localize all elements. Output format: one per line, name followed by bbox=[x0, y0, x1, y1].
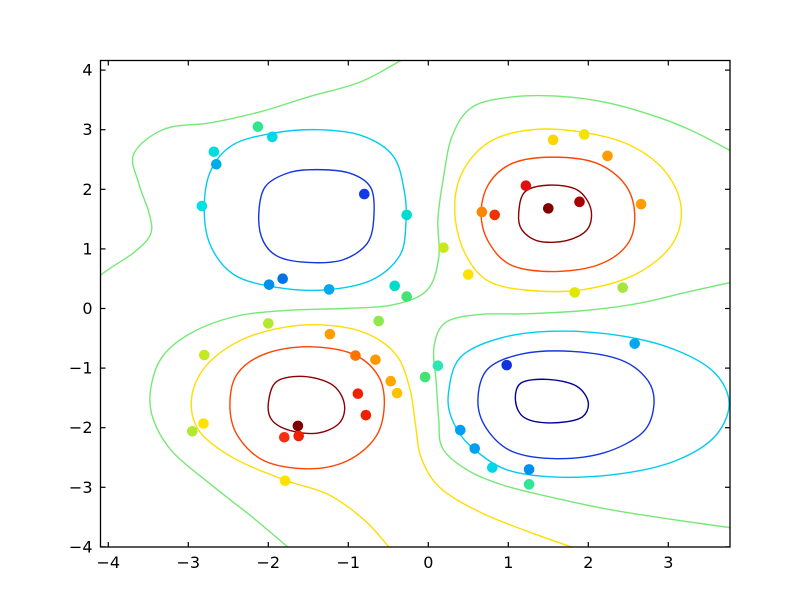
y-tick-label: 3 bbox=[82, 120, 92, 139]
scatter-point bbox=[277, 273, 289, 285]
scatter-point bbox=[574, 196, 585, 208]
contour-line-topleft-blue-ring bbox=[257, 168, 375, 264]
x-tick-label: 3 bbox=[663, 553, 673, 572]
scatter-point bbox=[391, 387, 403, 399]
x-tick-label: −2 bbox=[257, 553, 281, 572]
scatter-point bbox=[547, 134, 559, 146]
scatter-point bbox=[292, 420, 304, 432]
contour-line-zero-right bbox=[432, 281, 730, 529]
scatter-point bbox=[252, 121, 264, 133]
tick-marks bbox=[100, 60, 730, 548]
scatter-points bbox=[187, 121, 647, 490]
contour-line-topright-darkred-ring bbox=[517, 184, 593, 243]
scatter-point bbox=[279, 431, 290, 443]
scatter-point bbox=[401, 291, 413, 302]
scatter-point bbox=[476, 206, 488, 218]
contour-line-bottomright-cyan-ring bbox=[447, 330, 730, 479]
y-tick-label: −1 bbox=[69, 359, 93, 378]
scatter-point bbox=[350, 350, 361, 361]
scatter-point bbox=[455, 424, 466, 436]
x-tick-labels: −4 −3 −2 −1 0 1 2 3 bbox=[97, 553, 674, 572]
y-tick-label: −3 bbox=[69, 478, 93, 497]
scatter-point bbox=[293, 430, 305, 442]
scatter-point bbox=[419, 371, 431, 383]
scatter-point bbox=[629, 338, 640, 349]
scatter-point bbox=[501, 359, 512, 371]
scatter-point bbox=[438, 242, 449, 254]
scatter-point bbox=[385, 375, 397, 387]
x-tick-label: 2 bbox=[583, 553, 593, 572]
scatter-point bbox=[487, 462, 498, 473]
scatter-point bbox=[263, 279, 275, 290]
scatter-point bbox=[211, 158, 222, 170]
scatter-point bbox=[523, 479, 535, 490]
contour-line-bottomright-navy-ring bbox=[514, 378, 590, 424]
scatter-point bbox=[198, 418, 209, 429]
scatter-point bbox=[373, 315, 385, 327]
contour-line-zero-top-left bbox=[100, 60, 403, 276]
scatter-point bbox=[579, 129, 590, 140]
x-tick-label: −4 bbox=[97, 553, 121, 572]
scatter-point bbox=[208, 146, 220, 158]
contour-line-topright-yellow-ring bbox=[453, 128, 683, 293]
scatter-point bbox=[267, 131, 278, 143]
x-tick-label: −1 bbox=[337, 553, 361, 572]
y-tick-label: 0 bbox=[82, 299, 92, 318]
x-tick-label: −3 bbox=[177, 553, 201, 572]
scatter-point bbox=[370, 354, 381, 366]
scatter-point bbox=[602, 150, 613, 162]
scatter-point bbox=[360, 409, 372, 421]
scatter-point bbox=[352, 388, 364, 400]
scatter-point bbox=[569, 287, 580, 298]
scatter-point bbox=[389, 280, 401, 292]
scatter-point bbox=[263, 318, 274, 329]
y-tick-label: 2 bbox=[82, 180, 92, 199]
x-tick-label: 1 bbox=[503, 553, 513, 572]
scatter-point bbox=[635, 198, 647, 210]
scatter-point bbox=[523, 464, 535, 475]
scatter-point bbox=[199, 349, 210, 361]
x-tick-label: 0 bbox=[423, 553, 433, 572]
scatter-point bbox=[359, 188, 370, 200]
scatter-point bbox=[489, 209, 501, 221]
scatter-point bbox=[617, 282, 628, 293]
axes-spines bbox=[99, 59, 731, 548]
scatter-point bbox=[324, 328, 336, 340]
contour-line-zero-left-bottom-to-top-right bbox=[149, 94, 730, 547]
y-tick-label: 4 bbox=[82, 61, 92, 80]
scatter-point bbox=[432, 360, 444, 372]
scatter-point bbox=[196, 200, 208, 212]
scatter-point bbox=[469, 443, 481, 454]
contour-line-bottomleft-orangered-ring bbox=[229, 345, 386, 470]
y-tick-label: 1 bbox=[82, 239, 92, 258]
contour-line-topright-orangered-ring bbox=[480, 156, 636, 273]
y-tick-labels: −4 −3 −2 −1 0 1 2 3 4 bbox=[69, 61, 93, 557]
y-tick-label: −2 bbox=[69, 418, 93, 437]
y-tick-label: −4 bbox=[69, 537, 93, 556]
contour-lines bbox=[100, 60, 730, 547]
scatter-point bbox=[279, 475, 291, 487]
scatter-point bbox=[463, 269, 474, 280]
scatter-point bbox=[520, 180, 532, 192]
scatter-point bbox=[187, 425, 198, 437]
scatter-point bbox=[401, 209, 413, 221]
scatter-point bbox=[323, 284, 335, 295]
scatter-point bbox=[543, 203, 554, 214]
contour-line-topleft-cyan-ring bbox=[203, 128, 408, 292]
contour-line-bottomright-blue-ring bbox=[477, 350, 655, 460]
contour-line-bottomleft-darkred-ring bbox=[267, 375, 346, 435]
